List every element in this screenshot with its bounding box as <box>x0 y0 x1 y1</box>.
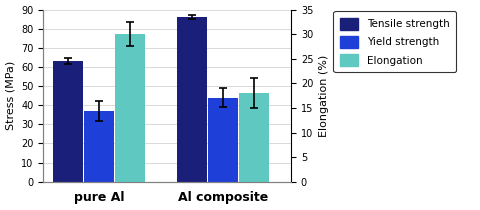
Bar <box>239 93 269 182</box>
Legend: Tensile strength, Yield strength, Elongation: Tensile strength, Yield strength, Elonga… <box>334 11 456 72</box>
Bar <box>177 17 207 182</box>
Bar <box>84 111 114 182</box>
Bar <box>115 34 144 182</box>
Bar <box>208 98 238 182</box>
Y-axis label: Elongation (%): Elongation (%) <box>319 55 329 137</box>
Y-axis label: Stress (MPa): Stress (MPa) <box>6 61 15 130</box>
Bar <box>53 61 83 182</box>
